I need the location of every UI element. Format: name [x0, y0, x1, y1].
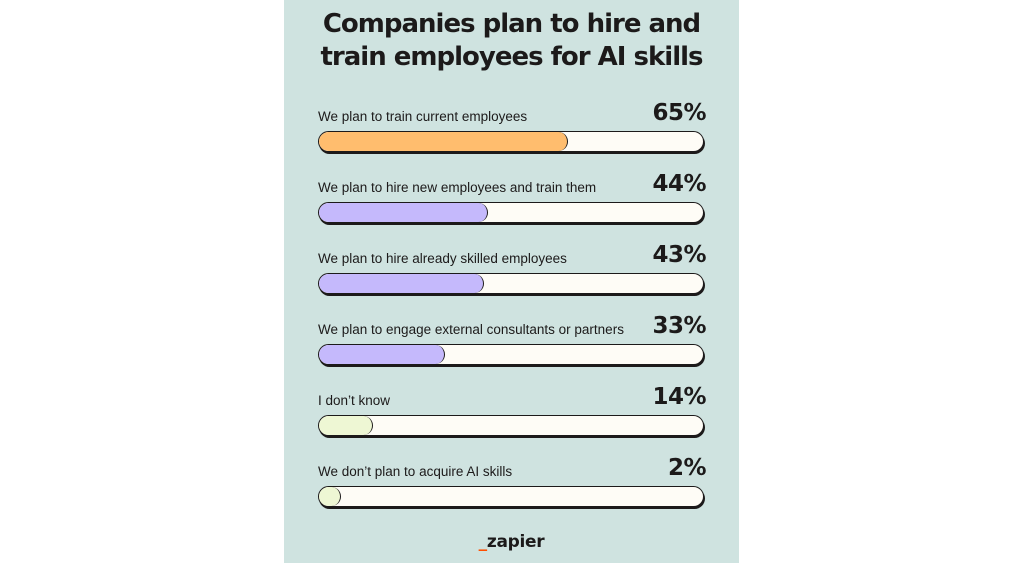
bar-fill [319, 487, 341, 506]
bar-track [318, 415, 704, 436]
bar-row: We don’t plan to acquire AI skills 2% [318, 455, 707, 515]
bar-track [318, 273, 704, 294]
logo-dash: _ [478, 532, 488, 552]
bar-fill [319, 274, 484, 293]
bar-track [318, 344, 704, 365]
bar-fill [319, 345, 445, 364]
bar-track [318, 202, 704, 223]
title-line-2: train employees for AI skills [320, 42, 704, 72]
bar-value-label: 43% [652, 242, 706, 268]
bar-label: We don’t plan to acquire AI skills [318, 464, 513, 479]
bar-label: We plan to engage external consultants o… [318, 322, 624, 337]
bar-label: We plan to train current employees [318, 109, 528, 124]
bar-value-label: 33% [652, 313, 706, 339]
bar-row: We plan to hire already skilled employee… [318, 242, 706, 302]
bar-track [318, 486, 704, 507]
chart-title: Companies plan to hire and train employe… [284, 8, 739, 74]
bar-label: I don’t know [318, 393, 391, 408]
bar-row: We plan to hire new employees and train … [318, 171, 706, 231]
zapier-logo: _zapier [284, 532, 739, 552]
bar-fill [319, 132, 568, 151]
bar-chart: We plan to train current employees 65% We … [284, 0, 739, 563]
infographic-card: Companies plan to hire and train employe… [284, 0, 739, 563]
bar-row: We plan to engage external consultants o… [318, 313, 706, 373]
bar-row: I don’t know 14% [318, 384, 706, 444]
bar-fill [319, 416, 373, 435]
bar-track [318, 131, 704, 152]
bar-label: We plan to hire new employees and train … [318, 180, 597, 195]
bar-value-label: 2% [667, 455, 707, 481]
bar-row: We plan to train current employees 65% [318, 100, 706, 160]
bar-value-label: 14% [652, 384, 706, 410]
logo-text: zapier [486, 532, 545, 552]
bar-value-label: 65% [652, 100, 706, 126]
bar-fill [319, 203, 488, 222]
title-line-1: Companies plan to hire and [322, 9, 701, 39]
bar-value-label: 44% [652, 171, 706, 197]
bar-label: We plan to hire already skilled employee… [318, 251, 567, 266]
